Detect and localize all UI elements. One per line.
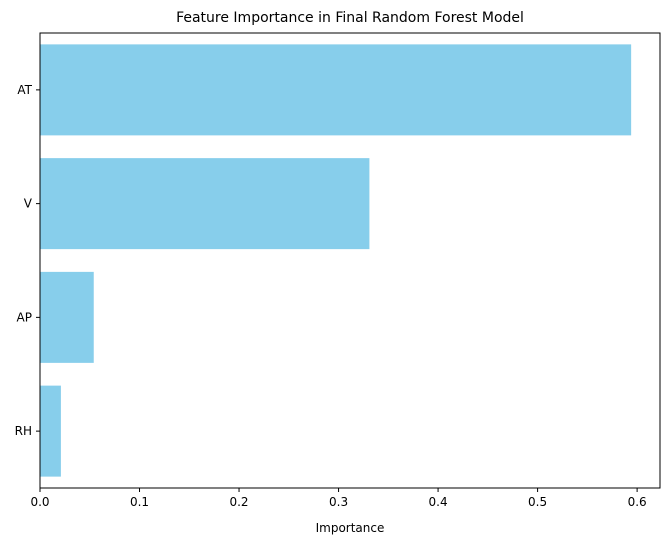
y-tick-label: V [24, 197, 33, 211]
bar-ap [40, 271, 94, 363]
x-tick-label: 0.6 [628, 495, 647, 509]
bar-at [40, 44, 632, 136]
x-tick-label: 0.2 [229, 495, 248, 509]
x-tick-label: 0.3 [329, 495, 348, 509]
y-tick-label: AT [17, 83, 32, 97]
y-tick-label: RH [15, 424, 32, 438]
bar-rh [40, 385, 61, 477]
x-tick-label: 0.0 [30, 495, 49, 509]
bar-v [40, 158, 370, 250]
x-axis-ticks: 0.0 0.1 0.2 0.3 0.4 0.5 0.6 [30, 488, 647, 509]
chart-title: Feature Importance in Final Random Fores… [176, 10, 524, 26]
plot-frame [39, 32, 661, 489]
y-tick-label: AP [17, 310, 32, 324]
x-axis-label: Importance [316, 521, 385, 535]
y-axis-ticks: AT V AP RH [15, 83, 40, 438]
bars [40, 44, 632, 477]
x-tick-label: 0.4 [429, 495, 448, 509]
x-tick-label: 0.1 [130, 495, 149, 509]
x-tick-label: 0.5 [528, 495, 547, 509]
